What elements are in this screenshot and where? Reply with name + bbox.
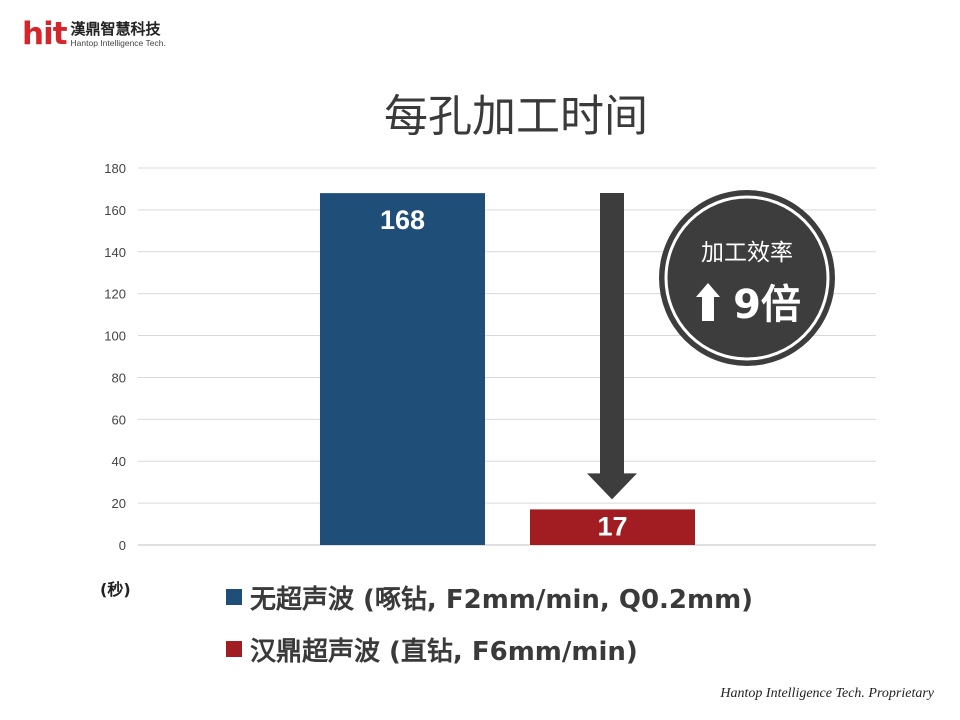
bar-series-2 [530,509,695,545]
down-arrow-icon [587,193,637,500]
logo-mark: hit [22,16,68,52]
y-tick-label: 20 [112,496,126,511]
y-axis-unit: (秒) [100,580,131,599]
y-tick-label: 140 [104,245,126,260]
efficiency-badge [659,190,835,366]
y-tick-label: 180 [104,161,126,176]
legend-swatch-series-1 [226,589,242,605]
logo-name-en: Hantop Intelligence Tech. [70,38,166,48]
logo-text: 漢鼎智慧科技 Hantop Intelligence Tech. [71,21,166,49]
legend-label-series-2: 汉鼎超声波 (直钻, F6mm/min) [250,636,638,667]
up-arrow-icon [696,283,720,321]
efficiency-badge-ring [664,195,830,361]
legend-swatch-series-2 [226,641,242,657]
y-tick-label: 100 [104,329,126,344]
legend-item-series-2: 汉鼎超声波 (直钻, F6mm/min) [226,630,753,668]
efficiency-value: 9倍 [733,282,801,328]
bar-series-1 [320,193,485,545]
legend-label-series-1: 无超声波 (啄钻, F2mm/min, Q0.2mm) [250,584,754,615]
company-logo: hit 漢鼎智慧科技 Hantop Intelligence Tech. [22,16,166,52]
legend: 无超声波 (啄钻, F2mm/min, Q0.2mm) 汉鼎超声波 (直钻, F… [226,578,753,682]
logo-name-cn: 漢鼎智慧科技 [70,20,161,38]
efficiency-label: 加工效率 [701,240,793,266]
y-tick-label: 120 [104,287,126,302]
bar-data-label: 168 [380,205,425,235]
y-tick-label: 80 [112,370,126,385]
chart-title: 每孔加工时间 [384,91,648,142]
y-tick-label: 40 [112,454,126,469]
y-tick-label: 60 [112,412,126,427]
y-tick-label: 160 [104,203,126,218]
y-tick-label: 0 [119,538,126,553]
legend-item-series-1: 无超声波 (啄钻, F2mm/min, Q0.2mm) [226,578,753,616]
bar-data-label: 17 [597,511,627,541]
footer-proprietary: Hantop Intelligence Tech. Proprietary [720,686,934,701]
